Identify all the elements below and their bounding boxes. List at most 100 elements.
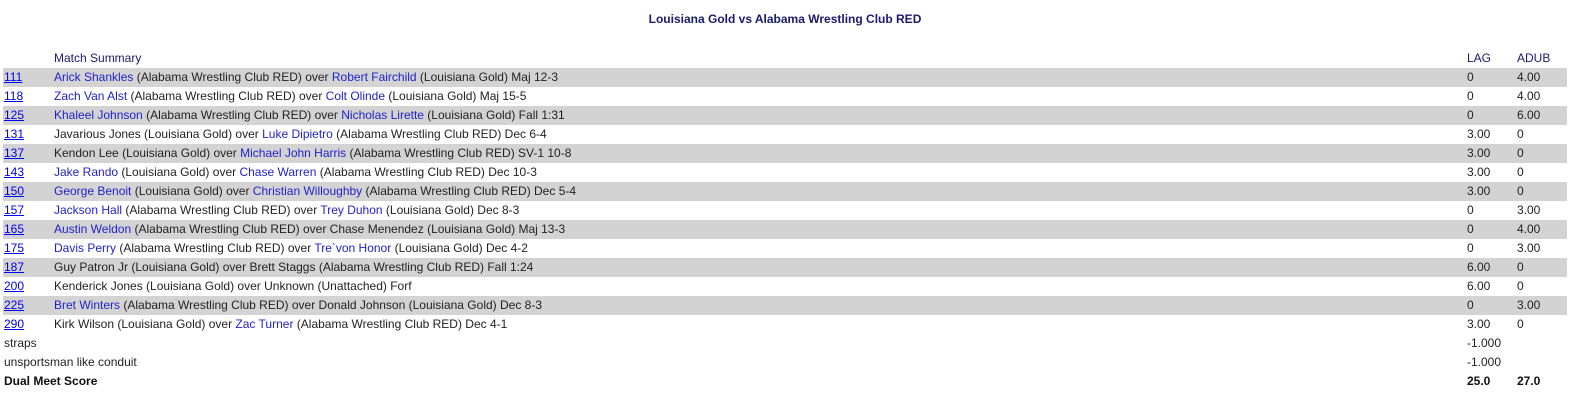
team1-total-score: 25.0 [1467,374,1491,388]
winner-name: Kendon Lee [54,146,119,160]
weight-class-link[interactable]: 131 [4,127,25,141]
loser-name[interactable]: Trey Duhon [320,203,383,217]
team2-points: 4.00 [1516,68,1567,87]
loser-name[interactable]: Robert Fairchild [331,70,417,84]
weight-class-link[interactable]: 157 [4,203,25,217]
team2-points: 3.00 [1517,203,1541,217]
team1-penalty: -1.000 [1467,355,1502,369]
weight-cell: 143 [3,163,53,182]
weight-column-header [3,49,53,68]
total-row: Dual Meet Score 25.0 27.0 [3,372,1567,391]
loser-name[interactable]: Zac Turner [235,317,294,331]
table-row: 131 Javarious Jones (Louisiana Gold) over… [3,125,1567,144]
winner-name[interactable]: George Benoit [54,184,132,198]
table-row: 165 Austin Weldon (Alabama Wrestling Club… [3,220,1567,239]
weight-class-link[interactable]: 137 [4,146,25,160]
team1-points: 6.00 [1467,279,1491,293]
dual-meet-score-label: Dual Meet Score [4,374,98,388]
team1-points: 3.00 [1467,165,1491,179]
team2-points: 0 [1516,258,1567,277]
table-row: 200 Kenderick Jones (Louisiana Gold) over… [3,277,1567,296]
match-rows: 111 Arick Shankles (Alabama Wrestling Clu… [3,68,1567,391]
match-description: Bret Winters (Alabama Wrestling Club RED… [53,296,1466,315]
winner-name[interactable]: Davis Perry [54,241,117,255]
winner-name[interactable]: Khaleel Johnson [54,108,143,122]
header-row: Match Summary LAG ADUB [3,49,1567,68]
weight-class-link[interactable]: 290 [4,317,25,331]
winner-team-text: (Alabama Wrestling Club RED) over [133,70,332,84]
team1-points: 0 [1466,220,1516,239]
match-description: Kenderick Jones (Louisiana Gold) over Un… [53,277,1466,296]
table-row: 187 Guy Patron Jr (Louisiana Gold) over B… [3,258,1567,277]
loser-team-result: (Alabama Wrestling Club RED) Dec 5-4 [362,184,577,198]
weight-class-link[interactable]: 165 [4,222,25,236]
winner-team-text: (Alabama Wrestling Club RED) over [142,108,342,122]
loser-team-result: (Alabama Wrestling Club RED) Fall 1:24 [315,260,534,274]
loser-name[interactable]: Chase Warren [239,165,317,179]
team2-points: 0 [1516,144,1567,163]
winner-name[interactable]: Jackson Hall [54,203,123,217]
winner-team-text: (Louisiana Gold) over [140,127,263,141]
match-description: Arick Shankles (Alabama Wrestling Club R… [53,68,1466,87]
loser-name[interactable]: Luke Dipietro [262,127,333,141]
team2-total-score: 27.0 [1517,374,1541,388]
team1-points: 3.00 [1466,182,1516,201]
loser-team-result: (Alabama Wrestling Club RED) Dec 10-3 [316,165,537,179]
winner-name[interactable]: Zach Van Alst [54,89,128,103]
team2-penalty [1516,353,1567,372]
loser-name[interactable]: Nicholas Lirette [341,108,424,122]
winner-name[interactable]: Arick Shankles [54,70,134,84]
winner-name: Kenderick Jones [54,279,143,293]
weight-class-link[interactable]: 175 [4,241,25,255]
loser-team-result: (Louisiana Gold) Maj 13-3 [423,222,566,236]
table-row: 143 Jake Rando (Louisiana Gold) over Chas… [3,163,1567,182]
winner-team-text: (Alabama Wrestling Club RED) over [116,241,315,255]
match-description: Jake Rando (Louisiana Gold) over Chase W… [53,163,1466,182]
team2-points: 0 [1517,165,1524,179]
team1-points: 0 [1467,89,1474,103]
weight-class-link[interactable]: 225 [4,298,25,312]
weight-class-link[interactable]: 118 [4,89,24,103]
winner-team-text: (Louisiana Gold) over [128,260,250,274]
team2-points: 4.00 [1517,89,1541,103]
match-description: Kirk Wilson (Louisiana Gold) over Zac Tu… [53,315,1466,334]
loser-name: Brett Staggs [249,260,316,274]
loser-name[interactable]: Michael John Harris [240,146,347,160]
penalty-row: straps -1.000 [3,334,1567,353]
weight-class-link[interactable]: 111 [4,70,23,84]
loser-name[interactable]: Tre`von Honor [314,241,392,255]
weight-class-link[interactable]: 200 [4,279,25,293]
weight-class-link[interactable]: 125 [4,108,25,122]
match-description: Javarious Jones (Louisiana Gold) over Lu… [53,125,1466,144]
winner-team-text: (Louisiana Gold) over [118,165,240,179]
team2-points: 3.00 [1517,241,1541,255]
match-description: Davis Perry (Alabama Wrestling Club RED)… [53,239,1466,258]
weight-class-link[interactable]: 150 [4,184,25,198]
winner-team-text: (Alabama Wrestling Club RED) over [122,203,321,217]
winner-name[interactable]: Austin Weldon [54,222,132,236]
match-description: George Benoit (Louisiana Gold) over Chri… [53,182,1466,201]
weight-cell: 125 [3,106,53,125]
weight-class-link[interactable]: 187 [4,260,25,274]
team2-points: 6.00 [1516,106,1567,125]
winner-team-text: (Alabama Wrestling Club RED) over [127,89,326,103]
winner-name: Kirk Wilson [54,317,115,331]
loser-team-result: (Louisiana Gold) Dec 8-3 [382,203,520,217]
loser-name[interactable]: Colt Olinde [325,89,386,103]
loser-team-result: (Louisiana Gold) Maj 15-5 [385,89,527,103]
team2-points: 0 [1516,182,1567,201]
table-row: 111 Arick Shankles (Alabama Wrestling Clu… [3,68,1567,87]
team1-points: 0 [1466,106,1516,125]
loser-name[interactable]: Christian Willoughby [252,184,363,198]
winner-name[interactable]: Jake Rando [54,165,119,179]
table-row: 118 Zach Van Alst (Alabama Wrestling Club… [3,87,1567,106]
weight-cell: 157 [3,201,53,220]
weight-class-link[interactable]: 143 [4,165,25,179]
match-description: Kendon Lee (Louisiana Gold) over Michael… [53,144,1466,163]
winner-name[interactable]: Bret Winters [54,298,121,312]
team1-points: 0 [1466,296,1516,315]
weight-cell: 187 [3,258,53,277]
winner-team-text: (Alabama Wrestling Club RED) over [131,222,330,236]
winner-team-text: (Louisiana Gold) over [114,317,236,331]
team2-penalty [1516,334,1567,353]
